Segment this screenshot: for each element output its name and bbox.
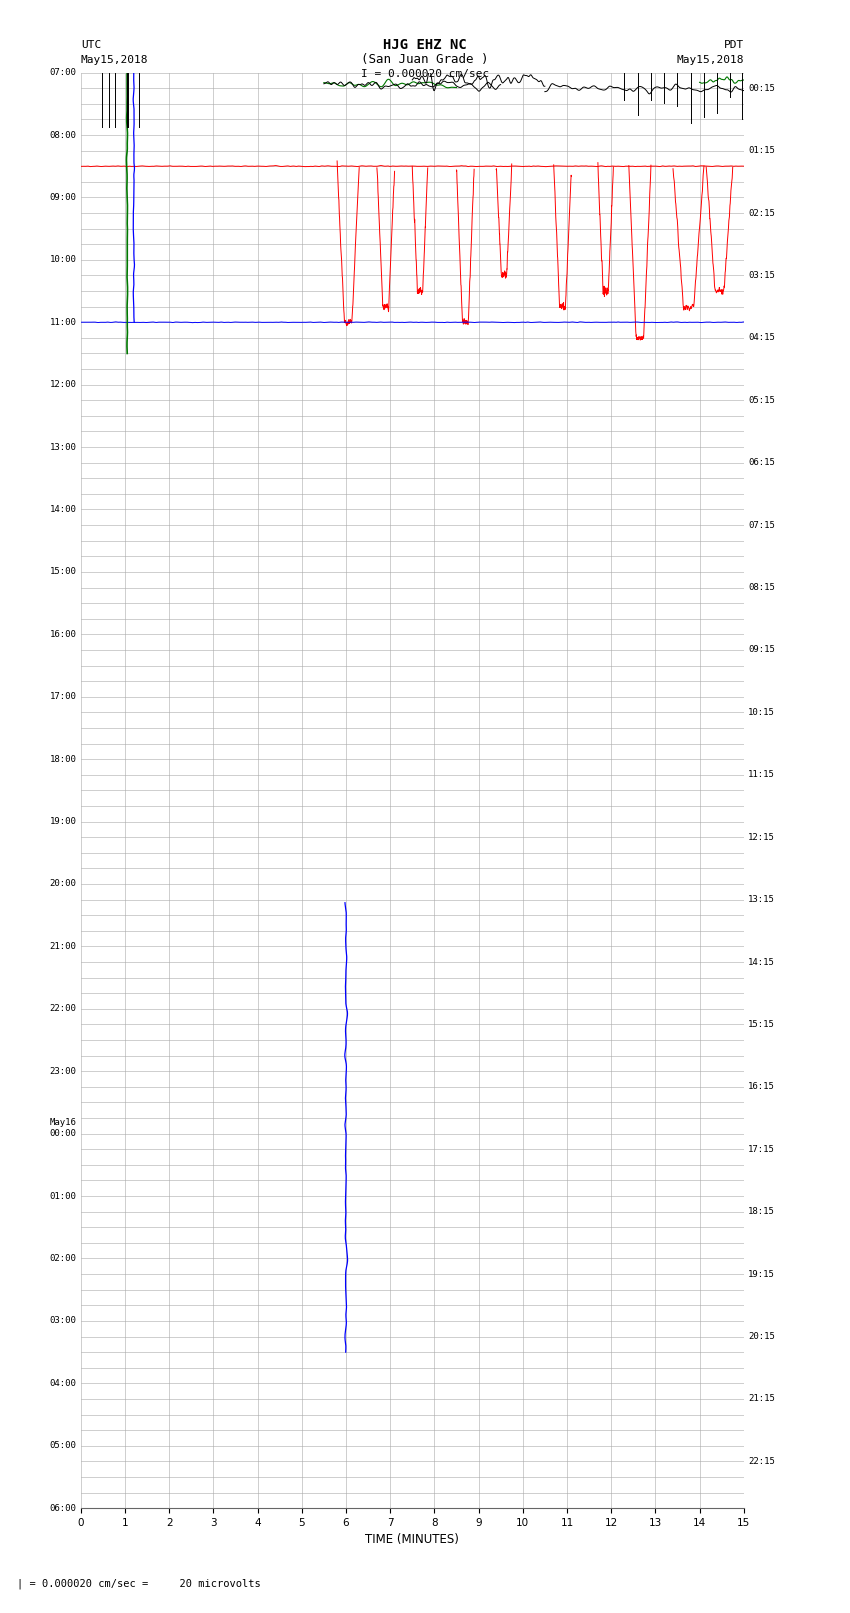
Text: | = 0.000020 cm/sec =     20 microvolts: | = 0.000020 cm/sec = 20 microvolts	[17, 1579, 261, 1589]
Text: HJG EHZ NC: HJG EHZ NC	[383, 39, 467, 52]
Text: 08:15: 08:15	[748, 582, 775, 592]
Text: 12:15: 12:15	[748, 832, 775, 842]
Text: 08:00: 08:00	[49, 131, 76, 139]
Text: 17:15: 17:15	[748, 1145, 775, 1153]
Text: 11:15: 11:15	[748, 771, 775, 779]
Text: May15,2018: May15,2018	[81, 55, 148, 65]
Text: 04:00: 04:00	[49, 1379, 76, 1387]
Text: 18:00: 18:00	[49, 755, 76, 763]
Text: 13:00: 13:00	[49, 442, 76, 452]
Text: May15,2018: May15,2018	[677, 55, 744, 65]
Text: 22:00: 22:00	[49, 1005, 76, 1013]
Text: 07:00: 07:00	[49, 68, 76, 77]
Text: 02:15: 02:15	[748, 208, 775, 218]
Text: 11:00: 11:00	[49, 318, 76, 327]
Text: 01:00: 01:00	[49, 1192, 76, 1200]
Text: 14:15: 14:15	[748, 958, 775, 966]
Text: 00:00: 00:00	[49, 1129, 76, 1139]
Text: 23:00: 23:00	[49, 1066, 76, 1076]
Text: 00:15: 00:15	[748, 84, 775, 92]
Text: 14:00: 14:00	[49, 505, 76, 515]
Text: I = 0.000020 cm/sec: I = 0.000020 cm/sec	[361, 69, 489, 79]
Text: 09:00: 09:00	[49, 194, 76, 202]
Text: UTC: UTC	[81, 40, 101, 50]
Text: 03:15: 03:15	[748, 271, 775, 281]
Text: 12:00: 12:00	[49, 381, 76, 389]
Text: 10:00: 10:00	[49, 255, 76, 265]
Text: 15:15: 15:15	[748, 1019, 775, 1029]
Text: May16: May16	[49, 1118, 76, 1127]
Text: PDT: PDT	[723, 40, 744, 50]
Text: 20:15: 20:15	[748, 1332, 775, 1340]
Text: 20:00: 20:00	[49, 879, 76, 889]
Text: 09:15: 09:15	[748, 645, 775, 655]
Text: 18:15: 18:15	[748, 1207, 775, 1216]
Text: 05:00: 05:00	[49, 1442, 76, 1450]
Text: 03:00: 03:00	[49, 1316, 76, 1326]
Text: 22:15: 22:15	[748, 1457, 775, 1466]
Text: 02:00: 02:00	[49, 1253, 76, 1263]
Text: 19:00: 19:00	[49, 818, 76, 826]
Text: 13:15: 13:15	[748, 895, 775, 905]
Text: 06:15: 06:15	[748, 458, 775, 468]
Text: 15:00: 15:00	[49, 568, 76, 576]
Text: 21:15: 21:15	[748, 1394, 775, 1403]
Text: 05:15: 05:15	[748, 395, 775, 405]
X-axis label: TIME (MINUTES): TIME (MINUTES)	[366, 1534, 459, 1547]
Text: 06:00: 06:00	[49, 1503, 76, 1513]
Text: 10:15: 10:15	[748, 708, 775, 716]
Text: 17:00: 17:00	[49, 692, 76, 702]
Text: 19:15: 19:15	[748, 1269, 775, 1279]
Text: 04:15: 04:15	[748, 334, 775, 342]
Text: 16:15: 16:15	[748, 1082, 775, 1092]
Text: 21:00: 21:00	[49, 942, 76, 952]
Text: (San Juan Grade ): (San Juan Grade )	[361, 53, 489, 66]
Text: 16:00: 16:00	[49, 629, 76, 639]
Text: 01:15: 01:15	[748, 147, 775, 155]
Text: 07:15: 07:15	[748, 521, 775, 529]
